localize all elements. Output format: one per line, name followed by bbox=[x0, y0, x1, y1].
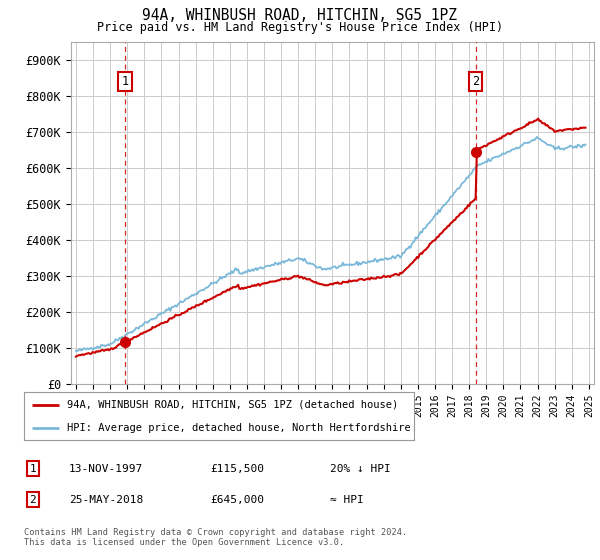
Text: 1: 1 bbox=[121, 75, 128, 88]
Text: £645,000: £645,000 bbox=[210, 494, 264, 505]
Text: Price paid vs. HM Land Registry's House Price Index (HPI): Price paid vs. HM Land Registry's House … bbox=[97, 21, 503, 34]
Text: 13-NOV-1997: 13-NOV-1997 bbox=[69, 464, 143, 474]
Text: £115,500: £115,500 bbox=[210, 464, 264, 474]
Text: 20% ↓ HPI: 20% ↓ HPI bbox=[330, 464, 391, 474]
Text: 25-MAY-2018: 25-MAY-2018 bbox=[69, 494, 143, 505]
Text: 2: 2 bbox=[472, 75, 479, 88]
Text: 1: 1 bbox=[29, 464, 37, 474]
Text: HPI: Average price, detached house, North Hertfordshire: HPI: Average price, detached house, Nort… bbox=[67, 423, 410, 433]
Text: 2: 2 bbox=[29, 494, 37, 505]
Text: ≈ HPI: ≈ HPI bbox=[330, 494, 364, 505]
Text: 94A, WHINBUSH ROAD, HITCHIN, SG5 1PZ: 94A, WHINBUSH ROAD, HITCHIN, SG5 1PZ bbox=[143, 8, 458, 24]
Text: Contains HM Land Registry data © Crown copyright and database right 2024.
This d: Contains HM Land Registry data © Crown c… bbox=[24, 528, 407, 547]
Text: 94A, WHINBUSH ROAD, HITCHIN, SG5 1PZ (detached house): 94A, WHINBUSH ROAD, HITCHIN, SG5 1PZ (de… bbox=[67, 400, 398, 410]
